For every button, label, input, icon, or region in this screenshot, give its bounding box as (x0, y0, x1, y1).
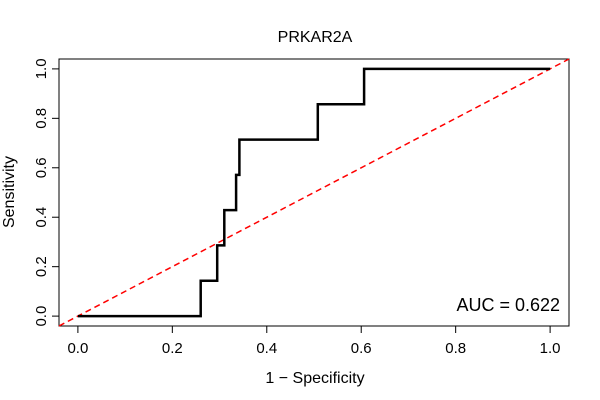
x-tick-label: 0.8 (445, 340, 466, 357)
y-tick-label: 0.6 (33, 157, 50, 178)
x-tick-label: 0.2 (162, 340, 183, 357)
x-axis-label: 1 − Specificity (265, 370, 364, 387)
y-tick-label: 0.4 (33, 207, 50, 228)
y-tick-label: 0.2 (33, 256, 50, 277)
x-tick-label: 0.0 (67, 340, 88, 357)
x-tick-label: 0.6 (351, 340, 372, 357)
y-tick-label: 0.8 (33, 108, 50, 129)
x-axis: 0.0 0.2 0.4 0.6 0.8 1.0 (67, 325, 561, 357)
roc-curve-line (77, 67, 551, 318)
x-tick-label: 1.0 (540, 340, 561, 357)
plot-layer (58, 58, 570, 327)
x-tick-label: 0.4 (256, 340, 277, 357)
y-axis: 0.0 0.2 0.4 0.6 0.8 1.0 (33, 58, 60, 327)
y-tick-label: 1.0 (33, 58, 50, 79)
auc-annotation: AUC = 0.622 (456, 295, 560, 315)
chart-title: PRKAR2A (278, 29, 353, 46)
plot-frame (58, 58, 570, 327)
reference-diagonal-line (58, 58, 570, 327)
y-axis-label: Sensitivity (1, 156, 18, 228)
y-tick-label: 0.0 (33, 306, 50, 327)
